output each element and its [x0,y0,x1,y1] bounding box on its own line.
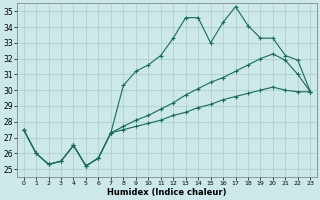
X-axis label: Humidex (Indice chaleur): Humidex (Indice chaleur) [107,188,227,197]
